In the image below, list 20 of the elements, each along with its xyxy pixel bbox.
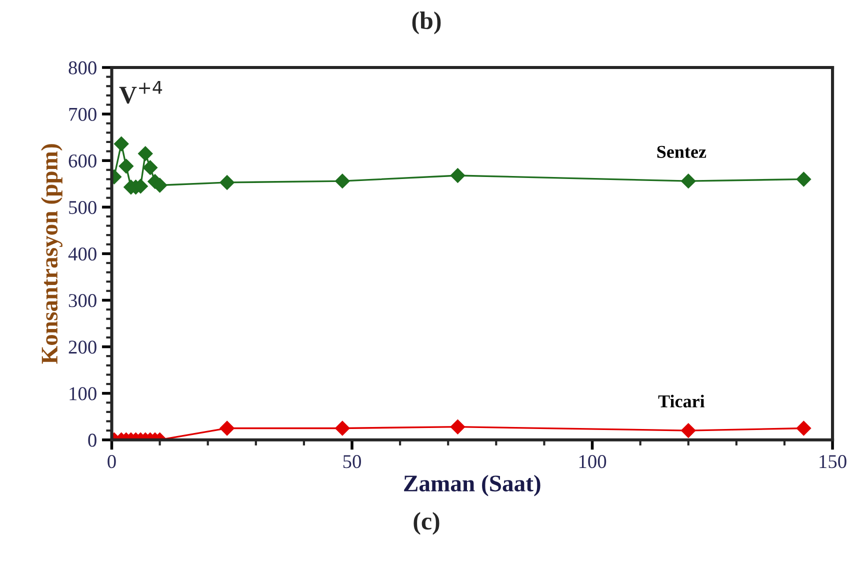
y-tick-label: 600 bbox=[68, 154, 96, 168]
series-label: Ticari bbox=[658, 394, 705, 408]
series-label: Sentez bbox=[657, 146, 706, 158]
chart-title: (b) bbox=[412, 12, 441, 34]
text: (c) bbox=[414, 512, 440, 535]
y-tick-label: 300 bbox=[68, 294, 96, 308]
y-tick-label: 400 bbox=[68, 248, 96, 261]
x-tick-label: 0 bbox=[108, 455, 116, 468]
y-tick-label: 0 bbox=[88, 434, 96, 447]
y-tick-label: 200 bbox=[68, 340, 96, 354]
x-tick-label: 100 bbox=[579, 455, 606, 468]
y-axis-title: Konsantrasyon (ppm) bbox=[40, 144, 62, 364]
x-tick-label: 150 bbox=[820, 455, 846, 468]
y-tick-label: 800 bbox=[68, 61, 96, 74]
y-tick-label: 100 bbox=[70, 387, 96, 400]
y-tick-label: 700 bbox=[69, 108, 96, 121]
y-tick-label: 500 bbox=[69, 200, 96, 214]
x-tick-label: 50 bbox=[343, 455, 361, 468]
x-axis-title: Zaman (Saat) bbox=[404, 474, 540, 496]
annotation: V$^{+4}$ bbox=[119, 80, 162, 104]
